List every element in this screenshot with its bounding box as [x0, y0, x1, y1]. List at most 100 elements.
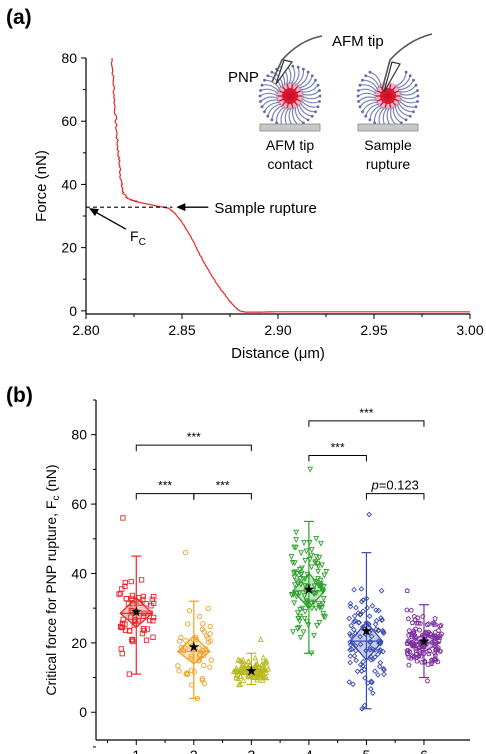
- polymer-chain: [271, 105, 284, 120]
- substrate-bar-left: [259, 123, 321, 132]
- data-point: [181, 648, 187, 654]
- polymer-chain: [300, 99, 319, 108]
- data-point: [243, 661, 249, 668]
- y-tick-label: 80: [71, 427, 87, 443]
- data-point: [351, 653, 358, 659]
- data-point: [129, 595, 135, 602]
- mean-marker: ★: [418, 633, 431, 649]
- panel-b-groups: ★ ★ ★ ★ ★ ★: [116, 466, 445, 712]
- chain-end: [259, 89, 262, 92]
- data-point: [436, 623, 443, 629]
- core-strand: [376, 90, 389, 97]
- polymer-chain: [373, 106, 384, 123]
- polymer-chain: [369, 105, 382, 120]
- data-point: [127, 614, 134, 620]
- polymer-chain: [362, 79, 379, 90]
- data-point: [300, 629, 307, 636]
- data-point: [265, 665, 272, 672]
- data-point: [363, 647, 369, 654]
- chain-end: [318, 100, 321, 103]
- data-point: [149, 596, 155, 603]
- significance-brackets: *** *** *** *** *** p=0.123: [135, 406, 425, 500]
- chain-end: [316, 105, 320, 109]
- data-point: [426, 648, 433, 654]
- panel-b-ticks: 0 20 40 60 80 1 2 3 4 5 6: [71, 399, 428, 754]
- data-point: [116, 591, 122, 597]
- core-strand: [387, 95, 392, 108]
- data-point: [406, 662, 412, 668]
- data-point: [144, 626, 151, 632]
- data-point: [245, 658, 252, 665]
- data-point: [317, 577, 324, 584]
- data-point: [118, 646, 124, 652]
- data-point: [303, 589, 309, 596]
- chain-end: [412, 110, 415, 114]
- data-point: [207, 623, 213, 630]
- data-point: [128, 607, 134, 614]
- group-4: ★: [288, 466, 330, 657]
- data-point: [189, 682, 195, 688]
- significance-label: p=0.123: [371, 478, 419, 493]
- data-point: [351, 613, 358, 619]
- data-point: [360, 662, 366, 669]
- fc-arrow-head: [89, 208, 99, 217]
- data-point: [379, 627, 386, 634]
- polymer-chain: [294, 69, 305, 86]
- x-tick-label: 2.90: [264, 322, 291, 338]
- core-strand: [376, 95, 389, 102]
- data-point: [201, 680, 207, 686]
- data-point: [235, 675, 242, 682]
- data-point: [314, 561, 321, 568]
- core-strand: [281, 95, 291, 106]
- polymer-chain: [398, 79, 415, 91]
- x-tick-label: 1: [132, 747, 140, 754]
- data-point: [412, 617, 418, 623]
- core-strand: [387, 95, 400, 102]
- data-point: [369, 603, 376, 609]
- data-point: [147, 617, 153, 624]
- polymer-chain: [296, 105, 309, 121]
- core-strand: [281, 86, 291, 97]
- data-point: [308, 650, 315, 657]
- data-point: [189, 645, 195, 651]
- significance-bracket: ***: [135, 430, 252, 452]
- data-point: [437, 648, 443, 654]
- diamond-box: [119, 596, 154, 629]
- x-tick-label: 3: [247, 747, 255, 754]
- chain-end: [318, 89, 321, 92]
- data-point: [380, 665, 387, 672]
- core-strand: [278, 90, 291, 97]
- chain-end: [314, 110, 317, 114]
- polymer-chain: [396, 103, 411, 117]
- polymer-chain: [284, 107, 290, 127]
- bracket-line: [135, 493, 195, 500]
- polymer-chain: [300, 79, 317, 91]
- data-point: [119, 651, 125, 657]
- polymer-chain: [399, 97, 418, 104]
- polymer-chain: [261, 84, 280, 93]
- polymer-chain: [259, 92, 279, 97]
- polymer-chain: [261, 99, 279, 108]
- data-point: [126, 627, 133, 634]
- y-tick-label: 60: [71, 496, 87, 512]
- data-point: [373, 607, 379, 614]
- data-point: [132, 617, 139, 623]
- data-point: [415, 620, 422, 626]
- data-point: [426, 629, 432, 635]
- data-point: [151, 614, 157, 621]
- group-6: ★: [404, 588, 445, 684]
- data-point: [361, 626, 367, 632]
- chain-end: [263, 110, 266, 114]
- data-point: [315, 568, 322, 575]
- core-strand: [289, 84, 294, 97]
- data-point: [120, 515, 126, 521]
- data-point: [205, 605, 211, 612]
- data-point: [140, 613, 147, 619]
- data-point: [351, 586, 357, 593]
- mean-marker: ★: [245, 663, 258, 679]
- data-point: [381, 671, 387, 678]
- polymer-chain: [294, 106, 304, 124]
- panel-b-axes: [95, 400, 470, 741]
- panel-b-y-axis-label: Critical force for PNP rupture, Fc (nN): [43, 464, 62, 695]
- polymer-chain: [290, 65, 296, 85]
